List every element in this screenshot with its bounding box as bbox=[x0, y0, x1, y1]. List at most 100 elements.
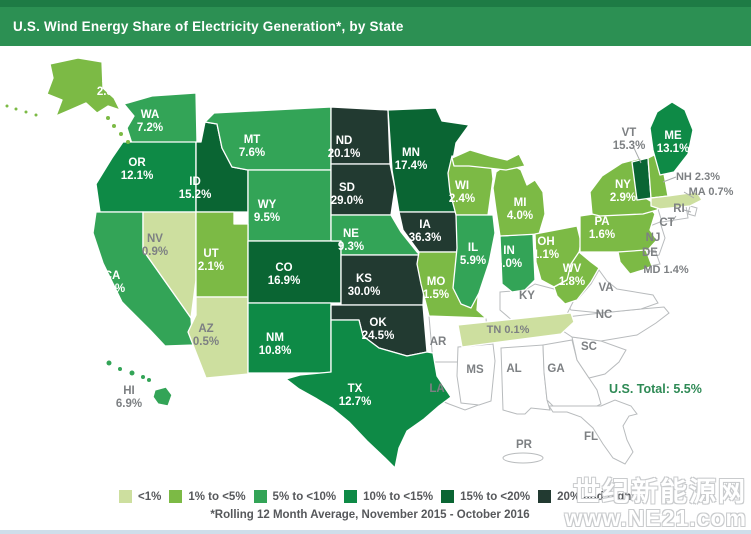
state-value-IL: 5.9% bbox=[460, 255, 486, 267]
state-value-NE: 9.3% bbox=[338, 241, 364, 253]
state-value-NM: 10.8% bbox=[259, 345, 292, 357]
state-RI bbox=[687, 205, 698, 217]
legend-item-2: 5% to <10% bbox=[253, 490, 336, 503]
state-HI-island bbox=[141, 375, 145, 379]
header-top-strip bbox=[0, 0, 751, 7]
state-HI-island bbox=[106, 360, 112, 366]
state-label-WI: WI bbox=[455, 180, 469, 192]
legend-label: 20% and higher bbox=[557, 490, 643, 503]
state-value-AK: 2.8% bbox=[97, 86, 123, 98]
state-label-CA: CA bbox=[104, 270, 121, 282]
state-MI bbox=[451, 149, 526, 171]
state-value-TX: 12.7% bbox=[339, 396, 372, 408]
state-label-MN: MN bbox=[402, 147, 420, 159]
state-HI-island bbox=[118, 367, 122, 371]
state-AK bbox=[46, 57, 121, 117]
leader-line bbox=[670, 215, 677, 224]
legend-swatch bbox=[538, 490, 552, 503]
state-label-NY: NY bbox=[615, 179, 631, 191]
state-value-WI: 2.4% bbox=[449, 193, 475, 205]
state-label-ID: ID bbox=[189, 176, 201, 188]
state-label-LA: LA bbox=[429, 383, 444, 395]
state-AK-island bbox=[34, 113, 38, 117]
state-CO bbox=[247, 240, 342, 304]
state-value-SD: 29.0% bbox=[331, 195, 364, 207]
state-label-AZ: AZ bbox=[198, 323, 213, 335]
state-value-ND: 20.1% bbox=[328, 148, 361, 160]
leader-line bbox=[662, 176, 677, 183]
legend-label: 15% to <20% bbox=[460, 490, 531, 503]
state-label-SD: SD bbox=[339, 182, 355, 194]
legend-label: <1% bbox=[138, 490, 162, 503]
state-value-KS: 30.0% bbox=[348, 286, 381, 298]
state-label-OK: OK bbox=[369, 317, 387, 329]
state-value-MN: 17.4% bbox=[395, 160, 428, 172]
state-IL bbox=[452, 214, 496, 309]
state-label-TX: TX bbox=[348, 383, 363, 395]
state-value-OR: 12.1% bbox=[121, 170, 154, 182]
state-label-OR: OR bbox=[128, 157, 146, 169]
state-label-AL: AL bbox=[506, 363, 521, 375]
state-label-MI: MI bbox=[514, 197, 527, 209]
leader-line bbox=[683, 209, 692, 213]
state-label-VA: VA bbox=[598, 282, 613, 294]
state-label-FL: FL bbox=[584, 431, 598, 443]
state-label-KY: KY bbox=[519, 290, 535, 302]
state-label-CT: CT bbox=[659, 217, 674, 229]
state-label-DE: DE bbox=[642, 247, 658, 259]
header-bar: U.S. Wind Energy Share of Electricity Ge… bbox=[0, 7, 751, 46]
page-title: U.S. Wind Energy Share of Electricity Ge… bbox=[13, 19, 404, 34]
state-label-NE: NE bbox=[343, 228, 359, 240]
state-ME bbox=[649, 101, 694, 176]
state-HI-island bbox=[129, 370, 135, 376]
legend-swatch bbox=[119, 490, 132, 503]
state-value-UT: 2.1% bbox=[198, 261, 224, 273]
state-MA bbox=[650, 191, 703, 210]
state-label-NC: NC bbox=[596, 309, 613, 321]
state-VA bbox=[565, 269, 659, 314]
state-label-NV: NV bbox=[147, 233, 163, 245]
state-value-IN: 5.0% bbox=[496, 258, 522, 270]
state-HI-island bbox=[147, 378, 151, 382]
state-TX bbox=[285, 319, 452, 469]
state-label-TN: TN 0.1% bbox=[487, 324, 530, 336]
state-value-OH: 1.1% bbox=[533, 249, 559, 261]
watermark: 世纪新能源网 www.NE21.com bbox=[564, 477, 747, 531]
state-value-WV: 1.8% bbox=[559, 276, 585, 288]
state-label-NJ: NJ bbox=[646, 232, 661, 244]
legend-swatch bbox=[169, 490, 183, 503]
state-MI bbox=[492, 162, 546, 237]
state-label-PA: PA bbox=[594, 216, 609, 228]
state-label-WA: WA bbox=[141, 109, 160, 121]
state-label-IA: IA bbox=[419, 219, 431, 231]
leader-line bbox=[683, 191, 695, 199]
state-value-WY: 9.5% bbox=[254, 212, 280, 224]
state-value-OK: 24.5% bbox=[362, 330, 395, 342]
legend-swatch bbox=[253, 490, 267, 503]
state-value-HI: 6.9% bbox=[116, 398, 142, 410]
state-label-ND: ND bbox=[336, 135, 353, 147]
state-label-RI: RI bbox=[673, 203, 685, 215]
state-FL bbox=[548, 399, 638, 465]
state-value-AZ: 0.5% bbox=[193, 336, 219, 348]
state-AK-island bbox=[126, 140, 130, 144]
state-value-NV: 0.9% bbox=[142, 246, 168, 258]
legend-item-1: 1% to <5% bbox=[169, 490, 246, 503]
state-value-CA: 7.0% bbox=[99, 283, 125, 295]
legend-item-4: 15% to <20% bbox=[441, 490, 530, 503]
state-label-SC: SC bbox=[581, 341, 597, 353]
state-label-HI: HI bbox=[123, 385, 135, 397]
state-KY bbox=[499, 283, 574, 323]
legend-item-0: <1% bbox=[119, 490, 161, 503]
state-label-WV: WV bbox=[563, 263, 582, 275]
state-label-MS: MS bbox=[466, 364, 484, 376]
state-AK-island bbox=[112, 124, 116, 128]
state-MD bbox=[617, 249, 653, 275]
state-label-IL: IL bbox=[468, 242, 478, 254]
watermark-url: www.NE21.com bbox=[564, 504, 747, 531]
legend-item-3: 10% to <15% bbox=[344, 490, 433, 503]
legend-swatch bbox=[441, 490, 455, 503]
state-label-OH: OH bbox=[537, 236, 554, 248]
state-value-MO: 1.5% bbox=[423, 289, 449, 301]
